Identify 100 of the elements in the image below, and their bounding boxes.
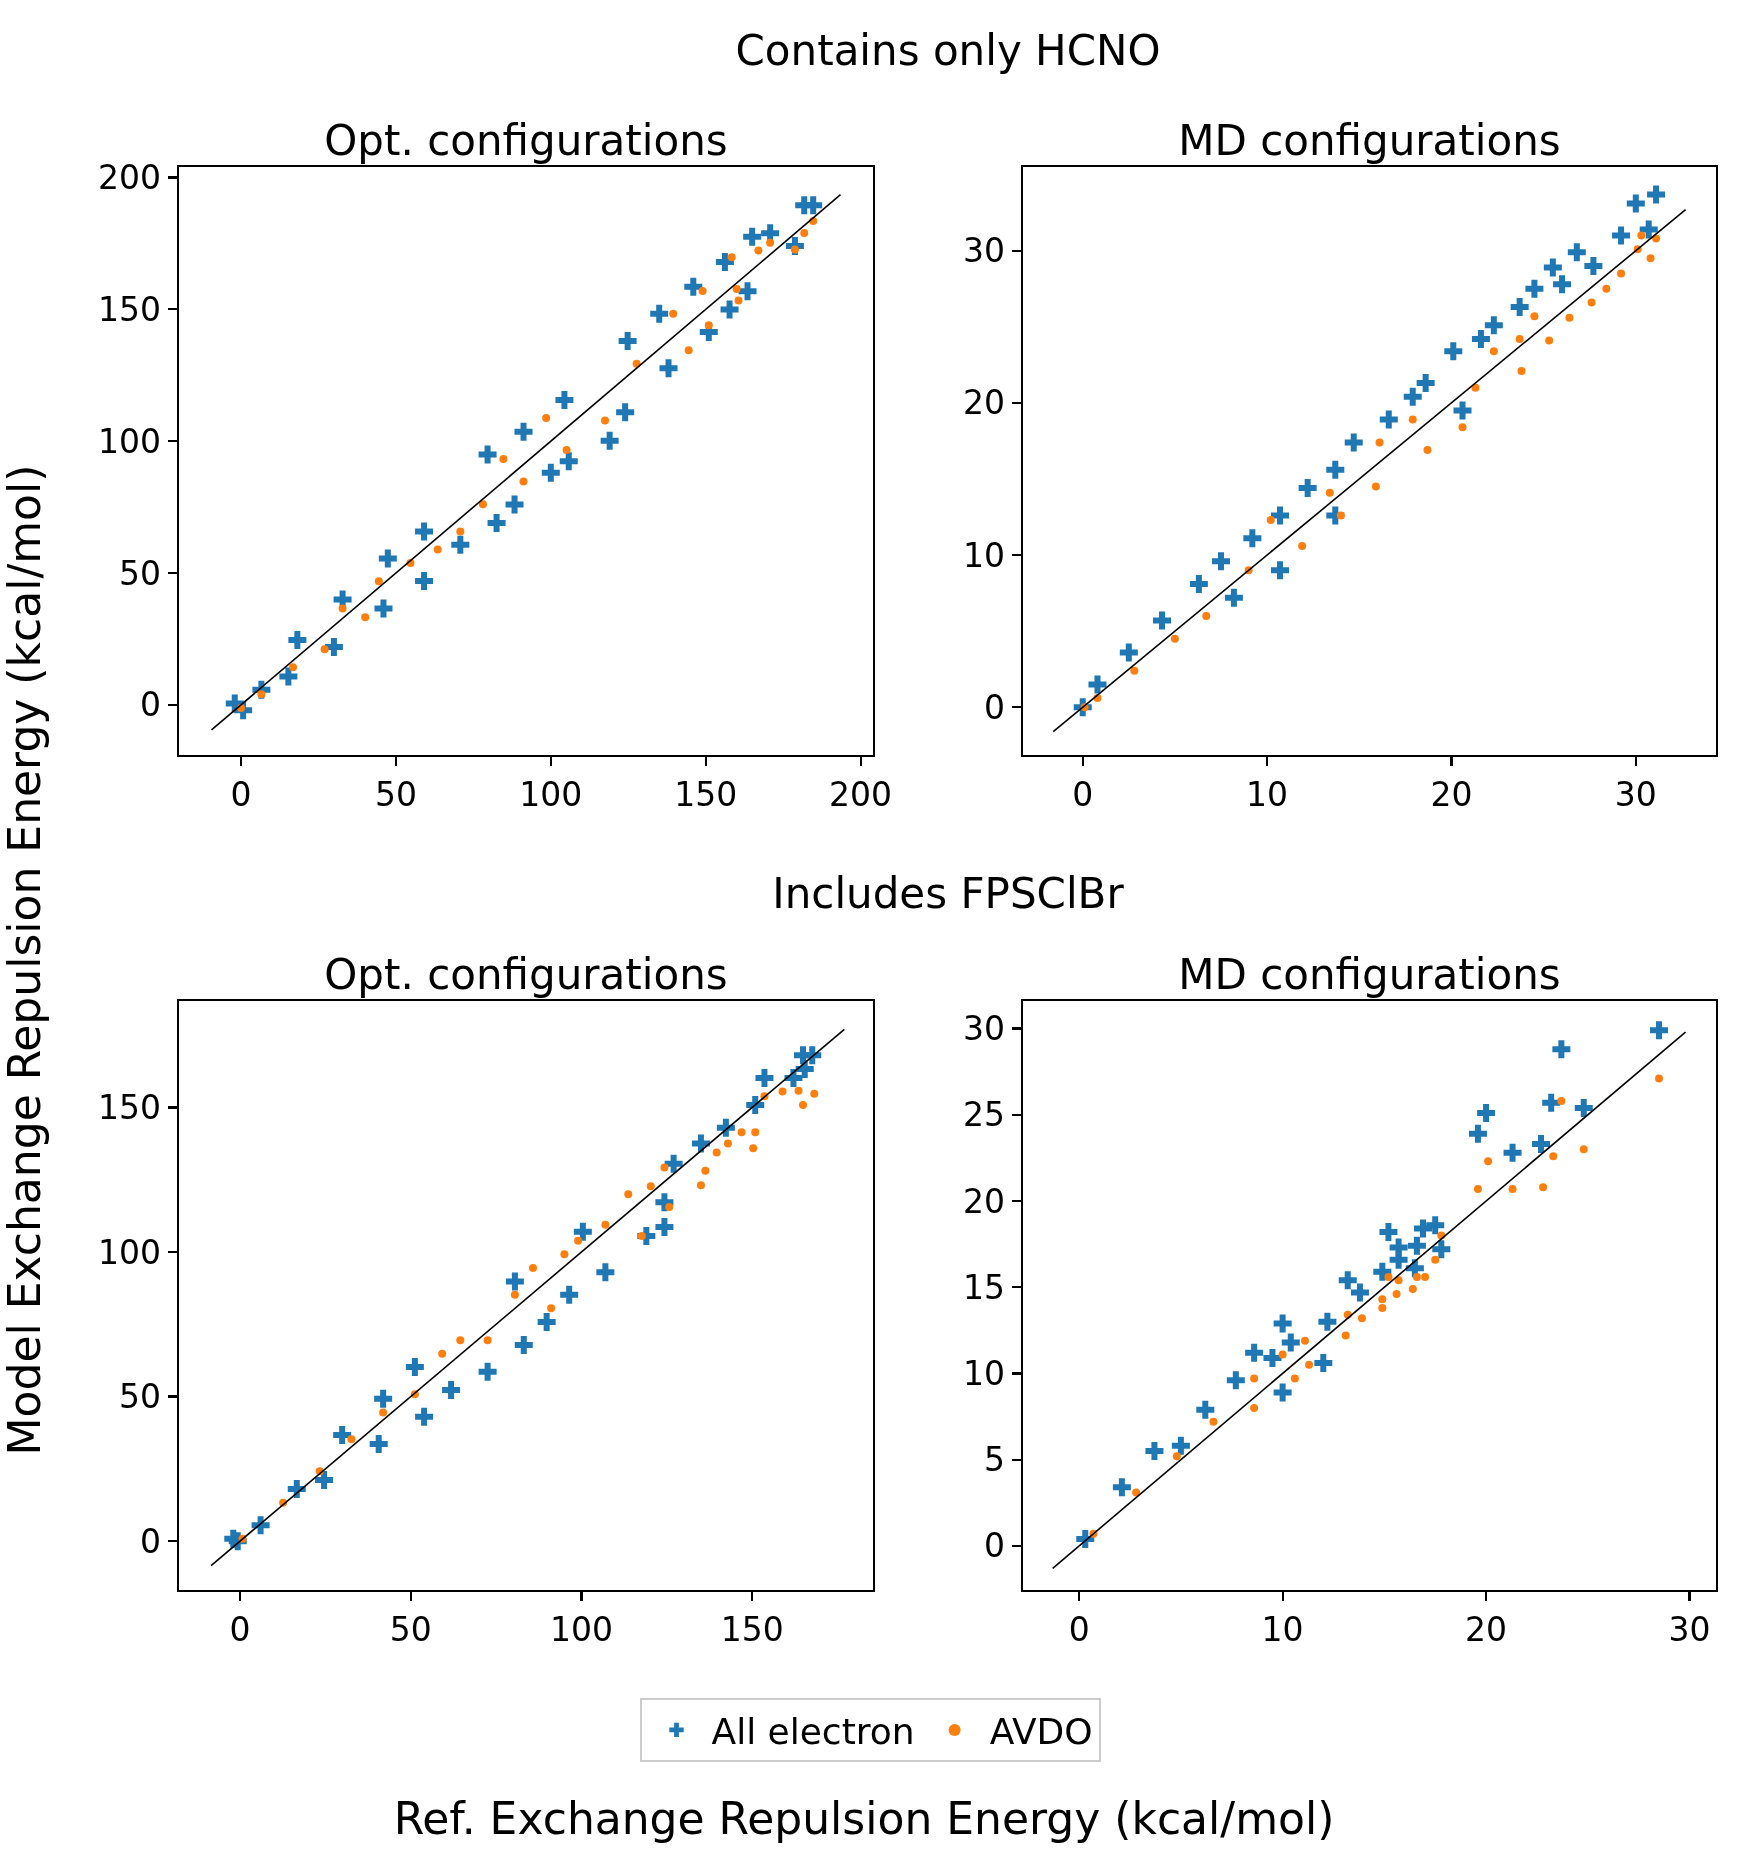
point [1250,1374,1259,1383]
point [720,300,739,319]
y-tick-label: 150 [98,1087,161,1127]
point [738,282,757,301]
y-tick-label: 0 [140,685,161,725]
x-tick-label: 50 [389,1610,432,1649]
x-tick-label: 50 [374,775,417,814]
point [1473,1184,1482,1193]
point [701,1166,710,1175]
y-tick-label: 0 [140,1521,161,1561]
point [1508,1184,1517,1193]
point [1579,1145,1588,1154]
point [487,513,506,532]
y-tick-label: 25 [963,1095,1005,1135]
point [478,1362,497,1381]
point [1567,243,1586,262]
point [1565,313,1574,322]
point [1650,1021,1669,1040]
point [1408,415,1417,424]
point [755,1068,774,1087]
x-tick-label: 100 [519,775,583,814]
point [1412,1272,1421,1281]
y-tick-label: 150 [98,289,161,329]
point [1326,460,1345,479]
point [289,663,298,672]
y-tick-label: 30 [963,1009,1005,1049]
point [1432,1240,1451,1259]
point [1298,479,1317,498]
point [415,1407,434,1426]
point [1423,446,1432,455]
point [560,1250,569,1259]
y-tick-label: 15 [963,1267,1005,1307]
point [1612,226,1631,245]
point [1553,275,1572,294]
point [1421,1272,1430,1281]
point [347,1435,356,1444]
point [723,1139,732,1148]
y-tick-label: 0 [984,687,1005,727]
point [1212,552,1230,571]
point [1336,511,1345,520]
point [1281,1333,1300,1352]
point [257,690,266,699]
point [698,286,707,295]
point [1172,1452,1181,1461]
point [637,1232,646,1241]
point [737,1128,746,1137]
point [1189,574,1208,593]
point [1416,374,1435,393]
point [1263,1348,1282,1367]
point [800,228,809,237]
point [749,1144,758,1153]
point [1243,529,1262,548]
point [1530,312,1539,321]
point [1145,1442,1164,1461]
point [415,522,434,541]
chart-title: Opt. configurations [324,116,728,165]
point [374,599,393,618]
point [288,631,307,650]
point [1444,342,1463,361]
point [251,1516,270,1535]
point [1503,1143,1522,1162]
point [1350,1283,1369,1302]
point [574,1236,583,1245]
x-axis-title: Ref. Exchange Repulsion Energy (kcal/mol) [393,1792,1335,1844]
point [1389,1250,1408,1269]
x-tick-label: 30 [1614,775,1657,814]
point [1226,1371,1245,1390]
point [1517,366,1526,375]
point [1130,666,1139,675]
point [1270,506,1289,525]
point [1371,482,1380,491]
point [1639,220,1658,239]
point [456,1336,465,1345]
point [601,1220,610,1229]
point [1305,1360,1314,1369]
text: Includes FPSClBr [772,868,1124,918]
point [1375,438,1384,447]
point [1318,1312,1337,1331]
y-tick-label: 10 [963,1353,1005,1393]
point [1250,1403,1259,1412]
point [1655,1074,1664,1083]
point [1557,1097,1566,1106]
point [1407,1236,1426,1255]
y-tick-label: 0 [984,1526,1005,1566]
x-tick-label: 200 [829,775,893,814]
point [655,1218,674,1237]
point [704,321,713,330]
point [1626,194,1645,213]
point [601,416,609,425]
legend-label: AVDO [989,1710,1093,1752]
point [1637,231,1646,240]
point [1414,1219,1433,1238]
point [405,1358,424,1377]
point [510,1290,519,1299]
point [559,452,578,471]
point [1543,258,1562,277]
point [1209,1417,1218,1426]
point [1278,1350,1287,1359]
point [746,1096,765,1115]
point [684,346,693,355]
